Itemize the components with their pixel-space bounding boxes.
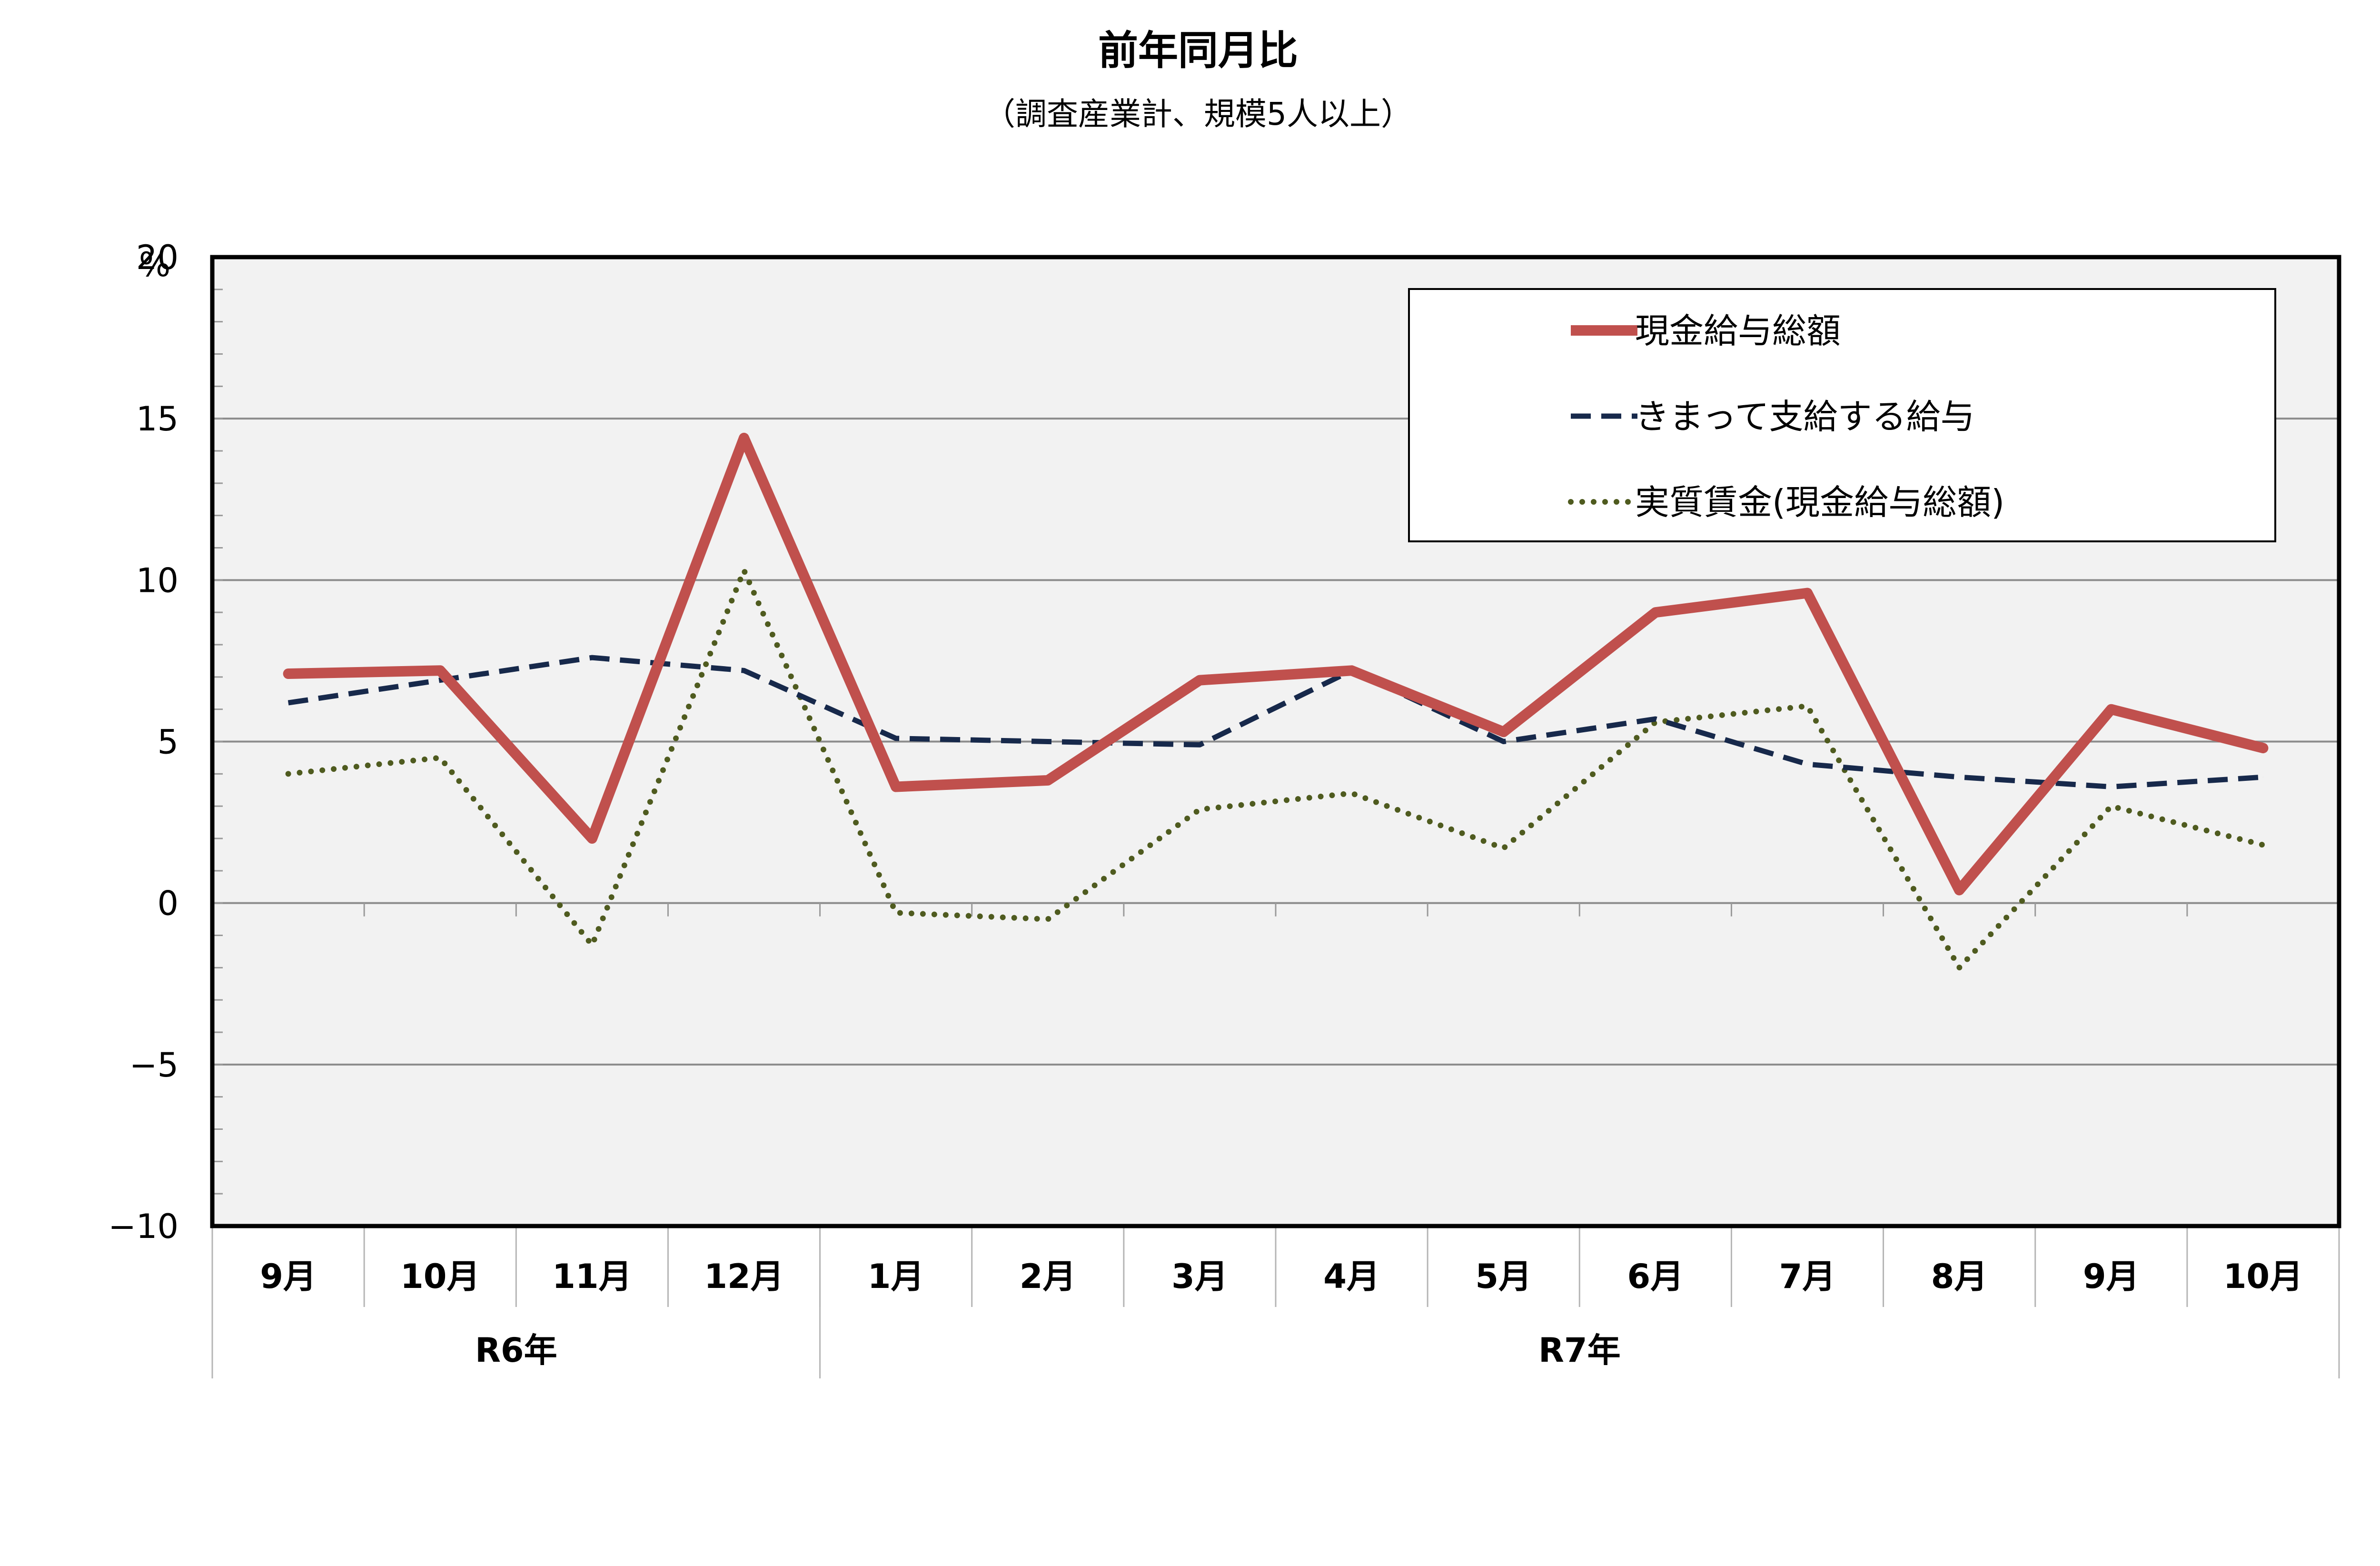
legend: 現金給与総額 きまって支給する給与 実質賃金(現金給与総額) bbox=[1408, 288, 2276, 542]
data-point bbox=[2262, 747, 2264, 749]
data-point bbox=[288, 773, 289, 775]
data-point bbox=[439, 669, 441, 671]
x-tick-label: 3月 bbox=[1171, 1257, 1228, 1296]
data-point bbox=[288, 673, 289, 675]
data-point bbox=[743, 437, 745, 439]
series-layer bbox=[283, 432, 2269, 971]
data-point bbox=[895, 912, 897, 914]
data-point bbox=[1199, 808, 1200, 810]
series-line-real-wages bbox=[285, 568, 2266, 971]
chart-subtitle: （調査産業計、規模5人以上） bbox=[984, 96, 1412, 132]
y-tick-label: −10 bbox=[108, 1207, 178, 1246]
x-tick-label: 10月 bbox=[2223, 1257, 2303, 1296]
x-tick-label: 12月 bbox=[704, 1257, 783, 1296]
data-point bbox=[743, 669, 745, 671]
data-point bbox=[1047, 918, 1049, 920]
data-point bbox=[1958, 889, 1960, 891]
data-point bbox=[1199, 744, 1200, 746]
data-point bbox=[1806, 592, 1808, 594]
data-point bbox=[1199, 679, 1200, 681]
data-point bbox=[2110, 805, 2112, 807]
data-point bbox=[1503, 847, 1505, 849]
data-point bbox=[591, 657, 593, 658]
data-point bbox=[895, 786, 897, 788]
data-point bbox=[1806, 763, 1808, 765]
data-point bbox=[2262, 844, 2264, 846]
x-axis: 9月 10月 11月 12月 1月 2月 3月 4月 5月 6月 7月 8月 9月 10月 R6年 R7年 bbox=[211, 1226, 2340, 1378]
data-point bbox=[1047, 741, 1049, 743]
data-point bbox=[591, 838, 593, 839]
data-point bbox=[895, 738, 897, 739]
data-point bbox=[2110, 786, 2112, 788]
x-tick-label: 9月 bbox=[260, 1257, 317, 1296]
legend-label-total-cash-earnings: 現金給与総額 bbox=[1635, 311, 1841, 351]
data-point bbox=[1806, 705, 1808, 707]
y-axis-unit: % bbox=[139, 245, 171, 284]
x-tick-label: 8月 bbox=[1931, 1257, 1988, 1296]
x-tick-label: 6月 bbox=[1627, 1257, 1684, 1296]
data-point bbox=[1655, 611, 1656, 613]
legend-label-scheduled-earnings: きまって支給する給与 bbox=[1635, 397, 1975, 437]
y-tick-label: 0 bbox=[157, 884, 178, 923]
y-tick-label: 20 bbox=[136, 238, 178, 277]
data-point bbox=[1351, 669, 1353, 671]
data-point bbox=[439, 679, 441, 681]
data-point bbox=[1655, 718, 1656, 720]
data-point bbox=[1958, 967, 1960, 968]
legend-box bbox=[1408, 288, 2276, 542]
group-label: R7年 bbox=[1538, 1331, 1621, 1370]
y-tick-labels: 20 15 10 5 0 −5 −10 bbox=[108, 238, 178, 1246]
data-point bbox=[2110, 708, 2112, 710]
x-tick-label: 7月 bbox=[1779, 1257, 1836, 1296]
x-tick-label: 1月 bbox=[868, 1257, 924, 1296]
series-line-scheduled-earnings bbox=[288, 655, 2263, 789]
x-tick-label: 10月 bbox=[400, 1257, 480, 1296]
data-point bbox=[1958, 776, 1960, 778]
data-point bbox=[1047, 779, 1049, 781]
data-point bbox=[2262, 776, 2264, 778]
data-point bbox=[591, 944, 593, 946]
data-point bbox=[1503, 731, 1505, 733]
data-point bbox=[439, 757, 441, 758]
x-tick-label: 4月 bbox=[1323, 1257, 1380, 1296]
x-tick-label: 5月 bbox=[1475, 1257, 1532, 1296]
data-point bbox=[288, 702, 289, 704]
data-point bbox=[1351, 792, 1353, 794]
minor-ticks bbox=[214, 289, 2188, 1195]
group-label: R6年 bbox=[475, 1331, 557, 1370]
legend-label-real-wages: 実質賃金(現金給与総額) bbox=[1635, 482, 2004, 522]
y-tick-label: −5 bbox=[129, 1046, 178, 1085]
y-tick-label: 5 bbox=[157, 723, 178, 762]
plot-frame bbox=[210, 255, 2341, 1228]
y-tick-label: 10 bbox=[136, 561, 178, 600]
x-tick-label: 11月 bbox=[552, 1257, 632, 1296]
data-point bbox=[1503, 741, 1505, 743]
y-tick-label: 15 bbox=[136, 399, 178, 439]
data-point bbox=[743, 569, 745, 571]
x-tick-label: 9月 bbox=[2083, 1257, 2140, 1296]
series-line-total-cash-earnings bbox=[283, 432, 2269, 896]
x-tick-label: 2月 bbox=[1020, 1257, 1076, 1296]
chart-title: 前年同月比 bbox=[1098, 27, 1298, 74]
